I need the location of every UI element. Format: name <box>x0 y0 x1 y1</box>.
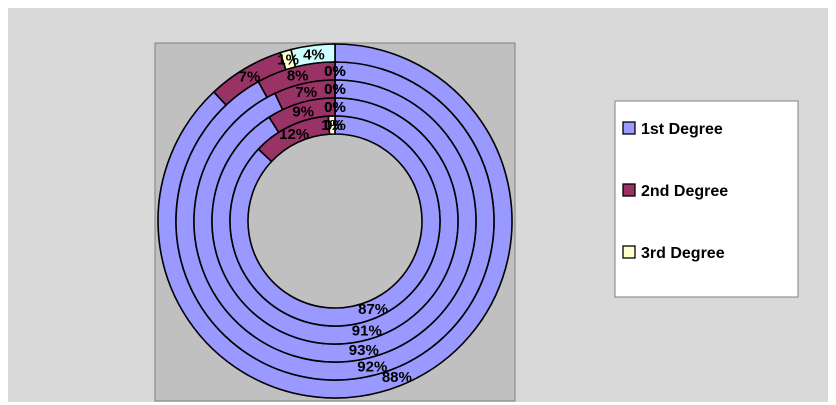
ring-3-label-3: 0% <box>324 81 346 98</box>
ring-5-label-4: 0% <box>324 117 346 134</box>
ring-1-label-4: 4% <box>303 46 325 63</box>
legend-swatch-1 <box>622 121 636 135</box>
legend-label-2: 2nd Degree <box>641 183 728 200</box>
ring-5-slice-1 <box>229 115 441 327</box>
legend-label-3: 3rd Degree <box>641 245 725 262</box>
ring-2-label-1: 92% <box>357 358 387 375</box>
legend-box <box>614 100 799 298</box>
ring-5-label-2: 12% <box>279 126 309 143</box>
ring-1-label-2: 7% <box>239 68 261 85</box>
ring-1-label-1: 88% <box>382 369 412 386</box>
ring-2-label-2: 8% <box>287 68 309 85</box>
ring-4-label-4: 0% <box>324 99 346 116</box>
ring-4-label-3: 0% <box>324 99 346 116</box>
legend: 1st Degree 2nd Degree 3rd Degree <box>614 100 799 298</box>
ring-4-label-1: 91% <box>352 322 382 339</box>
ring-2-label-3: 0% <box>324 63 346 80</box>
data-labels-group: 88%7%1% 4%92%8% 0%0%93%7% 0%0%91%9% 0%0%87%1… <box>239 46 412 386</box>
ring-3-label-2: 7% <box>295 84 317 101</box>
ring-1-label-3: 1% <box>277 52 299 69</box>
ring-5-slice-3 <box>327 115 336 136</box>
ring-5-label-1: 87% <box>358 301 388 318</box>
legend-swatch-3 <box>622 245 636 259</box>
ring-5-label-3: 1% <box>321 117 343 134</box>
rings-group <box>157 43 513 399</box>
ring-4-label-2: 9% <box>292 104 314 121</box>
ring-3-label-4: 0% <box>324 81 346 98</box>
ring-3-label-1: 93% <box>349 342 379 359</box>
legend-swatch-2 <box>622 183 636 197</box>
ring-2-label-4: 0% <box>324 63 346 80</box>
legend-label-1: 1st Degree <box>641 121 723 138</box>
